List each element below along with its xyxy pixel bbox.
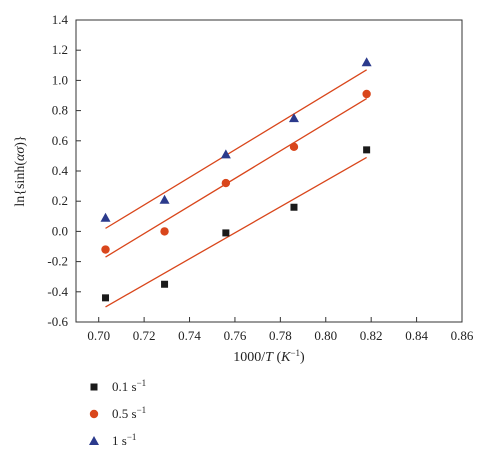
x-tick-label: 0.84 (405, 328, 428, 343)
y-axis-label: ln{sinh(ασ)} (13, 135, 28, 206)
y-tick-label: 1.4 (52, 12, 69, 27)
y-tick-label: 0.4 (52, 163, 69, 178)
data-point-series-1 (363, 146, 371, 154)
legend-marker-2 (89, 409, 99, 419)
data-point-series-3 (220, 149, 231, 159)
y-tick-label: 1.0 (52, 72, 68, 87)
data-point-series-1 (102, 294, 110, 302)
legend-label-2: 0.5 s−1 (112, 405, 146, 421)
data-point-series-2 (221, 178, 231, 188)
y-tick-label: -0.4 (47, 284, 68, 299)
x-tick-label: 0.72 (133, 328, 156, 343)
x-tick-label: 0.70 (87, 328, 110, 343)
data-point-series-3 (288, 113, 299, 123)
fit-lines (105, 69, 367, 308)
y-tick-label: -0.6 (47, 314, 68, 329)
data-point-series-2 (160, 227, 169, 236)
legend: 0.1 s−1 0.5 s−1 1 s−1 (89, 378, 146, 448)
data-point-series-2 (101, 245, 110, 254)
fit-line-series-2 (105, 97, 367, 258)
plot-frame (75, 19, 463, 323)
y-tick-label: 0.0 (52, 223, 68, 238)
x-tick-label: 0.80 (314, 328, 337, 343)
y-tick-label: 0.2 (52, 193, 68, 208)
fit-line-series-1 (105, 156, 367, 308)
legend-marker-1 (90, 383, 98, 391)
data-point-series-3 (159, 194, 170, 204)
x-tick-label: 0.78 (269, 328, 292, 343)
legend-label-1: 0.1 s−1 (112, 378, 146, 394)
y-tick-label: 1.2 (52, 42, 68, 57)
data-point-series-1 (222, 229, 230, 237)
y-tick-label: 0.8 (52, 103, 68, 118)
legend-label-3: 1 s−1 (112, 432, 136, 448)
data-point-series-1 (290, 203, 298, 211)
data-point-series-2 (362, 89, 371, 99)
x-tick-label: 0.76 (224, 328, 247, 343)
x-tick-label: 0.82 (360, 328, 383, 343)
data-point-series-3 (361, 57, 372, 67)
fit-line-series-3 (105, 69, 367, 229)
y-tick-label: 0.6 (52, 133, 69, 148)
data-point-series-3 (100, 212, 111, 222)
data-points (100, 57, 372, 302)
y-tick-label: -0.2 (47, 254, 68, 269)
legend-marker-3 (89, 436, 99, 445)
x-axis-label: 1000/T (K−1) (233, 348, 305, 365)
data-point-series-2 (289, 142, 299, 152)
data-point-series-1 (161, 280, 169, 288)
x-tick-label: 0.74 (178, 328, 201, 343)
axis-ticks: 0.70 0.72 0.74 0.76 0.78 0.80 0.82 0.84 0.86 -0.6… (47, 12, 473, 343)
x-tick-label: 0.86 (451, 328, 474, 343)
